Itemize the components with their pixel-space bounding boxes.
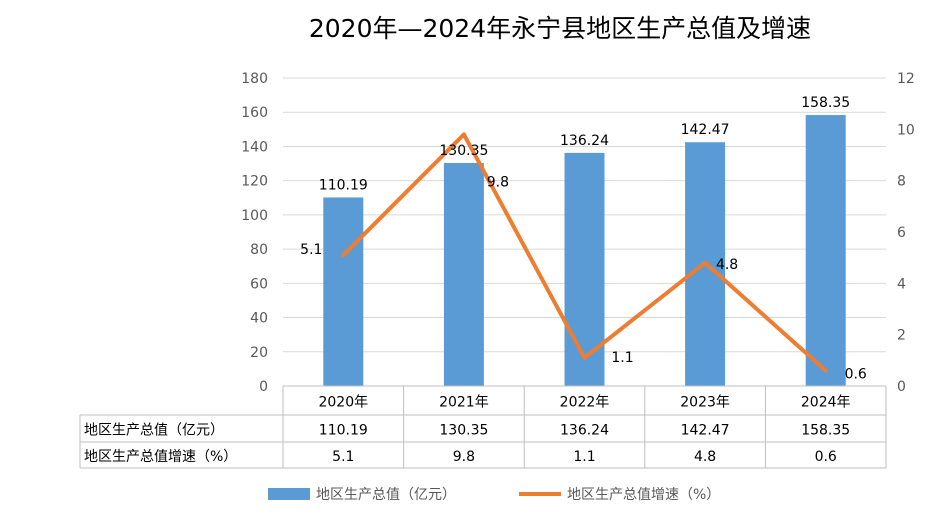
bar [564,152,605,386]
table-cell: 4.8 [694,449,716,465]
table-cell: 0.6 [815,449,837,465]
bar-data-label: 130.35 [439,143,488,159]
left-tick-label: 40 [250,311,268,327]
line-data-label: 9.8 [487,174,509,190]
line-series [341,132,828,373]
bar [805,115,846,386]
left-tick-label: 140 [241,139,268,155]
line-point [823,368,828,373]
table-category-label: 2024年 [801,395,851,411]
left-tick-label: 160 [241,105,268,121]
left-tick-label: 0 [259,379,268,395]
right-tick-label: 2 [897,328,906,344]
table-cell: 142.47 [681,423,730,439]
left-axis: 0 20 40 60 80 100 120 140 160 180 [241,71,268,395]
right-tick-label: 10 [897,122,915,138]
left-tick-label: 100 [241,208,268,224]
table-category-label: 2021年 [439,395,489,411]
table-category-label: 2022年 [560,395,610,411]
table-category-label: 2020年 [318,395,368,411]
legend: 地区生产总值（亿元） 地区生产总值增速（%） [268,487,720,503]
left-tick-label: 60 [250,276,268,292]
table-category-label: 2023年 [680,395,730,411]
data-labels: 110.19 130.35 136.24 142.47 158.35 5.1 9.8 1.1 4… [300,95,867,383]
table-row-label: 地区生产总值增速（%） [84,449,237,465]
bar-data-label: 158.35 [801,95,850,111]
bar-data-label: 136.24 [560,133,609,149]
line-point [582,355,587,360]
table-cell: 110.19 [319,423,368,439]
line-point [703,260,708,265]
table-cell: 158.35 [801,423,850,439]
right-tick-label: 6 [897,225,906,241]
line-data-label: 1.1 [611,350,633,366]
bar [443,162,484,386]
line-point [461,132,466,137]
right-tick-label: 8 [897,174,906,190]
table-cell: 136.24 [560,423,609,439]
bar-data-label: 110.19 [319,177,368,193]
legend-swatch-bar [268,488,310,500]
table-cell: 1.1 [573,449,595,465]
legend-label-line: 地区生产总值增速（%） [567,487,720,503]
left-tick-label: 120 [241,174,268,190]
left-tick-label: 180 [241,71,268,87]
right-tick-label: 12 [897,71,915,87]
line-data-label: 5.1 [300,242,322,258]
table-row-label: 地区生产总值（亿元） [84,423,224,439]
left-tick-label: 80 [250,242,268,258]
line-point [341,253,346,258]
left-tick-label: 20 [250,345,268,361]
right-tick-label: 0 [897,379,906,395]
legend-label-bar: 地区生产总值（亿元） [316,487,456,503]
line-data-label: 4.8 [716,257,738,273]
bar-series [323,115,846,386]
table-cell: 9.8 [453,449,475,465]
chart-title: 2020年—2024年永宁县地区生产总值及增速 [309,14,811,43]
right-tick-label: 4 [897,276,906,292]
bar-data-label: 142.47 [681,122,730,138]
table-cell: 130.35 [439,423,488,439]
bar [323,197,364,386]
table-cell: 5.1 [332,449,354,465]
line-data-label: 0.6 [845,367,867,383]
right-axis: 0 2 4 6 8 10 12 [897,71,915,395]
